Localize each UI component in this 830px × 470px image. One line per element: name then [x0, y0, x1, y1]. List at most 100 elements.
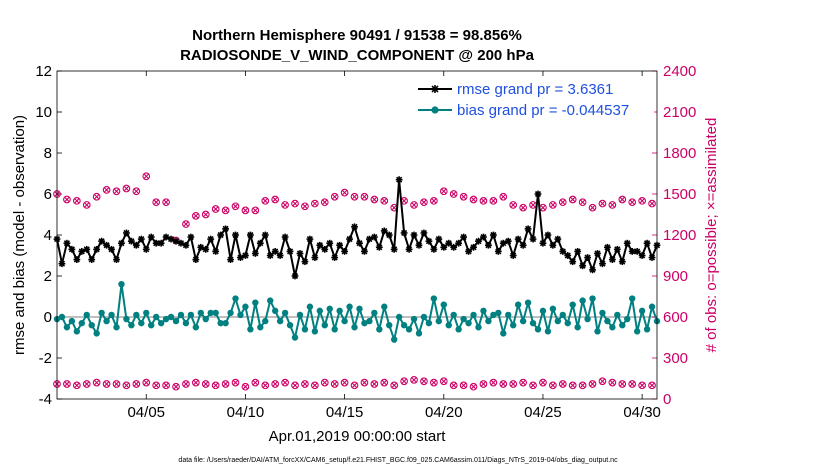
obs-possible-point — [63, 380, 71, 388]
obs-possible-point — [122, 184, 131, 193]
obs-assimilated-cross — [331, 381, 338, 387]
obs-possible-point — [410, 376, 418, 384]
obs-possible-ring — [469, 382, 478, 391]
bias-point — [291, 334, 299, 341]
rmse-point — [420, 229, 428, 237]
obs-assimilated-cross — [470, 383, 477, 390]
rmse-point — [430, 245, 438, 253]
rmse-point — [549, 241, 557, 249]
obs-assimilated-cross — [262, 382, 269, 389]
bias-point — [118, 281, 125, 288]
obs-possible-point — [479, 196, 488, 205]
obs-possible-ring — [152, 381, 161, 390]
bias-point — [262, 317, 269, 325]
legend-box — [413, 78, 654, 122]
obs-possible-point — [281, 201, 289, 209]
chart-subtitle: RADIOSONDE_V_WIND_COMPONENT @ 200 hPa — [180, 47, 535, 64]
obs-possible-point — [152, 198, 161, 207]
obs-assimilated-cross — [440, 188, 447, 195]
obs-assimilated-cross — [93, 379, 100, 386]
bias-point — [187, 311, 195, 319]
obs-assimilated-cross — [401, 198, 407, 204]
obs-possible-ring — [122, 381, 131, 390]
obs-assimilated-cross — [629, 381, 635, 387]
obs-possible-point — [301, 380, 309, 388]
bias-point — [68, 317, 76, 325]
bias-point — [276, 317, 284, 325]
rmse-point — [336, 241, 344, 249]
obs-assimilated-cross — [252, 379, 259, 386]
obs-assimilated-cross — [103, 381, 110, 387]
obs-possible-ring — [320, 198, 329, 207]
obs-possible-point — [618, 195, 627, 204]
rmse-point — [435, 235, 443, 243]
obs-assimilated-cross — [619, 196, 626, 203]
obs-possible-ring — [489, 378, 498, 387]
obs-assimilated-cross — [381, 198, 388, 204]
bias-point — [356, 305, 363, 312]
rmse-point — [485, 241, 492, 249]
bias-point — [574, 324, 581, 331]
obs-possible-ring — [430, 196, 438, 205]
obs-assimilated-cross — [450, 382, 457, 389]
obs-possible-point — [301, 202, 309, 211]
obs-assimilated-cross — [381, 379, 388, 386]
obs-possible-ring — [618, 195, 627, 204]
obs-possible-point — [162, 198, 170, 207]
obs-possible-ring — [608, 201, 617, 209]
rmse-point — [296, 250, 304, 257]
rmse-point — [480, 233, 487, 241]
rmse-point — [599, 260, 606, 268]
bias-point — [450, 311, 457, 319]
chart-title: Northern Hemisphere 90491 / 91538 = 98.8… — [192, 27, 522, 44]
rmse-point — [494, 248, 502, 255]
obs-assimilated-cross — [559, 381, 566, 387]
obs-possible-ring — [201, 210, 210, 219]
obs-assimilated-cross — [193, 379, 199, 386]
rmse-point — [311, 254, 319, 261]
obs-possible-point — [191, 378, 200, 387]
obs-assimilated-cross — [530, 202, 536, 208]
rmse-point — [286, 248, 294, 255]
bias-point — [296, 311, 304, 319]
obs-possible-point — [439, 377, 448, 386]
rmse-point — [574, 248, 582, 255]
obs-possible-point — [122, 381, 131, 390]
obs-possible-point — [221, 206, 230, 215]
obs-assimilated-cross — [282, 202, 288, 208]
obs-possible-ring — [340, 378, 349, 387]
obs-possible-ring — [162, 381, 170, 390]
obs-possible-point — [142, 172, 151, 181]
bias-point — [78, 319, 85, 327]
obs-possible-point — [628, 198, 637, 207]
bias-point — [123, 315, 130, 323]
obs-possible-ring — [558, 380, 567, 388]
rmse-point — [400, 229, 408, 237]
obs-assimilated-cross — [153, 382, 159, 389]
bias-point — [569, 301, 576, 308]
rmse-point — [202, 245, 210, 253]
bias-point — [395, 313, 403, 321]
bias-point — [237, 311, 244, 319]
obs-possible-ring — [598, 377, 607, 386]
rmse-point — [509, 252, 517, 259]
obs-possible-point — [350, 192, 359, 201]
obs-possible-point — [102, 186, 111, 194]
rmse-point — [108, 245, 115, 253]
obs-possible-ring — [400, 377, 408, 386]
rmse-point — [618, 258, 626, 266]
obs-possible-point — [519, 203, 527, 212]
y-tick-label: 8 — [44, 145, 52, 162]
obs-assimilated-cross — [123, 185, 130, 192]
bias-point — [500, 330, 507, 337]
bias-point — [549, 305, 557, 312]
obs-assimilated-cross — [579, 382, 586, 389]
y-tick-label: -4 — [39, 391, 52, 408]
legend-rmse-label: rmse grand pr = 3.6361 — [457, 81, 613, 98]
rmse-point — [142, 245, 150, 253]
obs-assimilated-cross — [163, 382, 169, 389]
obs-assimilated-cross — [450, 191, 457, 197]
obs-possible-point — [598, 377, 607, 386]
obs-assimilated-cross — [520, 204, 526, 211]
rmse-point — [534, 190, 542, 198]
